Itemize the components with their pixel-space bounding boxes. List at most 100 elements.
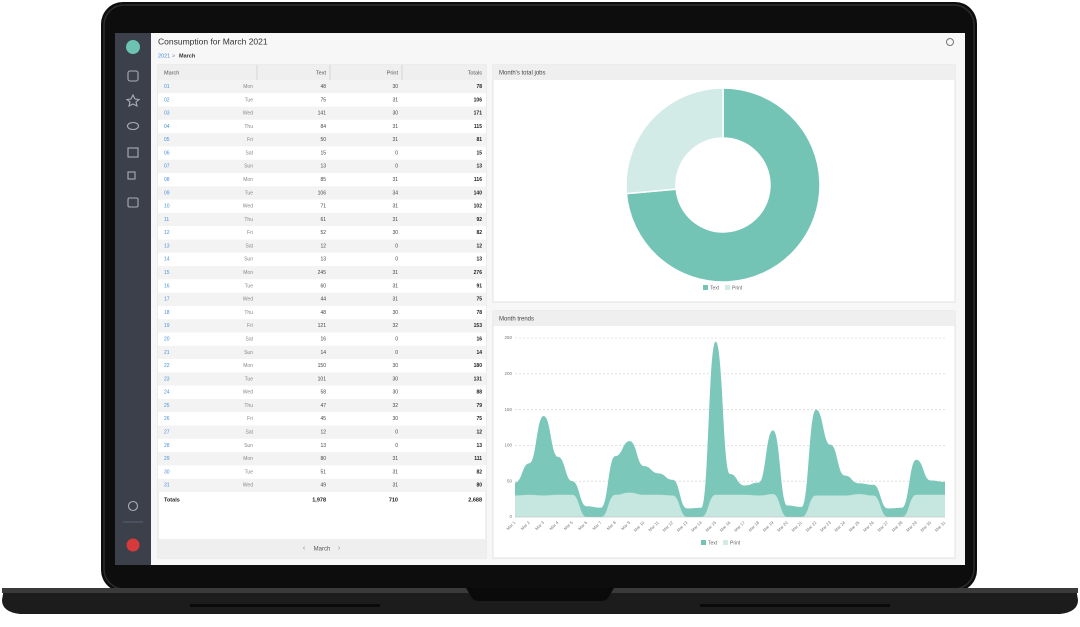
day-link[interactable]: 12	[164, 230, 170, 236]
table-cell: 115	[474, 124, 482, 130]
day-link[interactable]: 23	[164, 376, 170, 382]
day-link[interactable]: 24	[164, 390, 170, 396]
nav-icon-settings[interactable]	[127, 500, 139, 512]
day-link[interactable]: 25	[164, 403, 170, 409]
legend-label[interactable]: Print	[732, 285, 743, 291]
day-link[interactable]: 15	[164, 270, 170, 276]
table-cell: Fri	[247, 416, 253, 422]
day-link[interactable]: 14	[164, 257, 170, 263]
table-cell: 51	[320, 469, 326, 475]
day-link[interactable]: 05	[164, 137, 170, 143]
base-foot	[190, 604, 380, 607]
day-link[interactable]: 16	[164, 283, 170, 289]
day-link[interactable]: 18	[164, 310, 170, 316]
day-link[interactable]: 13	[164, 243, 170, 249]
legend-label[interactable]: Text	[708, 540, 718, 546]
day-link[interactable]: 08	[164, 177, 170, 183]
table-row	[158, 173, 486, 187]
table-cell: 0	[395, 243, 398, 249]
table-cell: Thu	[244, 217, 253, 223]
day-link[interactable]: 31	[164, 483, 170, 489]
table-cell: 78	[476, 84, 482, 90]
table-cell: Fri	[247, 323, 253, 329]
day-link[interactable]: 17	[164, 297, 170, 303]
day-link[interactable]: 19	[164, 323, 170, 329]
table-cell: 0	[395, 350, 398, 356]
table-cell: 14	[320, 350, 326, 356]
table-cell: 13	[320, 443, 326, 449]
table-row	[158, 159, 486, 174]
day-link[interactable]: 11	[164, 217, 169, 223]
table-row	[158, 266, 486, 280]
table-cell: Sat	[245, 243, 253, 249]
table-cell: 30	[392, 416, 398, 422]
table-cell: 0	[395, 336, 398, 342]
table-cell: Tue	[245, 469, 254, 475]
nav-icon-home[interactable]	[127, 70, 139, 82]
day-link[interactable]: 04	[164, 124, 170, 130]
day-link[interactable]: 06	[164, 150, 170, 156]
donut-chart: Text Print	[625, 87, 821, 291]
day-link[interactable]: 26	[164, 416, 170, 422]
day-link[interactable]: 10	[164, 204, 170, 210]
donut-slice[interactable]	[625, 87, 821, 283]
legend-label[interactable]: Text	[710, 285, 720, 291]
table-cell: 31	[392, 137, 398, 143]
day-link[interactable]: 28	[164, 443, 170, 449]
table-row	[158, 372, 486, 386]
table-row	[158, 186, 486, 200]
table-row	[158, 332, 486, 346]
nav-icon-copy[interactable]	[127, 171, 136, 180]
app-logo[interactable]	[126, 40, 140, 54]
table-cell: Sat	[245, 430, 253, 436]
pagination-next[interactable]: ›	[338, 545, 341, 552]
user-avatar[interactable]	[126, 538, 140, 552]
donut-slice[interactable]	[625, 87, 724, 195]
table-cell: 75	[320, 97, 326, 103]
day-link[interactable]: 09	[164, 190, 170, 196]
table-cell: Wed	[243, 204, 253, 210]
table-cell: 32	[392, 403, 398, 409]
day-link[interactable]: 30	[164, 469, 170, 475]
table-cell: 80	[320, 456, 326, 462]
table-row	[158, 398, 486, 413]
legend-swatch	[703, 285, 708, 290]
day-link[interactable]: 03	[164, 111, 170, 117]
table-cell: 101	[318, 376, 327, 382]
day-link[interactable]: 07	[164, 164, 170, 170]
day-link[interactable]: 01	[164, 84, 170, 90]
table-cell: 92	[476, 217, 482, 223]
pagination-prev[interactable]: ‹	[303, 545, 306, 552]
breadcrumb-parent[interactable]: 2021	[158, 53, 170, 59]
table-cell: Tue	[245, 283, 254, 289]
nav-icon-eye[interactable]	[126, 121, 140, 131]
table-cell: Mon	[243, 177, 253, 183]
legend-label[interactable]: Print	[730, 540, 741, 546]
day-link[interactable]: 22	[164, 363, 170, 369]
base-foot	[700, 604, 890, 607]
base-notch	[466, 588, 614, 601]
nav-icon-gift[interactable]	[127, 147, 139, 158]
nav-icon-star[interactable]	[125, 93, 141, 108]
day-link[interactable]: 02	[164, 97, 170, 103]
table-cell: 12	[476, 243, 482, 249]
column-header: Text	[316, 70, 327, 76]
table-cell: 91	[476, 283, 482, 289]
y-tick-label: 250	[504, 335, 512, 340]
table-cell: 31	[392, 483, 398, 489]
day-link[interactable]: 27	[164, 430, 170, 436]
day-link[interactable]: 20	[164, 336, 170, 342]
table-cell: 32	[392, 323, 398, 329]
table-row	[158, 412, 486, 426]
x-tick-label: Mar 6	[577, 519, 589, 531]
table-cell: 15	[320, 150, 326, 156]
nav-icon-archive[interactable]	[127, 197, 139, 208]
table-cell: 30	[392, 84, 398, 90]
day-link[interactable]: 21	[164, 350, 170, 356]
table-row	[158, 133, 486, 147]
power-icon[interactable]	[946, 38, 954, 46]
table-cell: 75	[476, 297, 482, 303]
day-link[interactable]: 29	[164, 456, 170, 462]
